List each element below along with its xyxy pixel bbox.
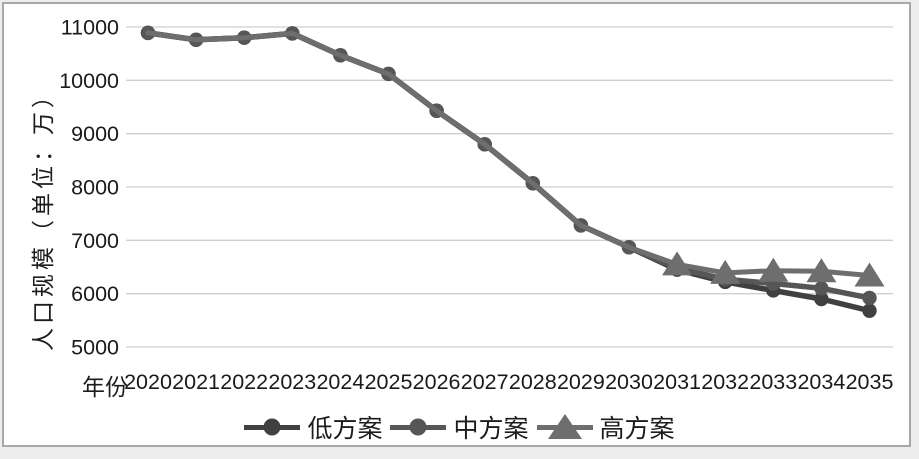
legend-label-mid: 中方案 bbox=[453, 416, 529, 443]
x-tick-label: 2022 bbox=[220, 370, 268, 394]
y-tick-label: 11000 bbox=[61, 16, 119, 40]
x-tick-label: 2027 bbox=[461, 370, 509, 394]
x-tick-label: 2035 bbox=[846, 370, 894, 394]
x-tick-label: 2033 bbox=[749, 370, 797, 394]
legend-label-low: 低方案 bbox=[307, 416, 383, 443]
legend-line-mid bbox=[390, 418, 447, 436]
x-tick-label: 2023 bbox=[268, 370, 316, 394]
y-tick-label: 6000 bbox=[71, 282, 119, 306]
x-tick-label: 2025 bbox=[365, 370, 413, 394]
x-tick-label: 2021 bbox=[172, 370, 220, 394]
x-tick-label: 2020 bbox=[124, 370, 172, 394]
x-tick-label: 2031 bbox=[653, 370, 701, 394]
series-marker-triangle-high bbox=[662, 251, 693, 276]
chart-legend: 低方案 中方案 高方案 bbox=[0, 406, 919, 448]
legend-item-mid: 中方案 bbox=[390, 409, 529, 445]
series-marker-circle-low bbox=[862, 303, 877, 318]
legend-line-high bbox=[536, 414, 593, 439]
series-line-high bbox=[145, 30, 872, 278]
legend-line-low bbox=[244, 418, 301, 436]
series-marker-triangle-high bbox=[758, 257, 789, 282]
x-tick-label: 2034 bbox=[797, 370, 845, 394]
x-tick-label: 2026 bbox=[413, 370, 461, 394]
x-tick-label: 2024 bbox=[316, 370, 364, 394]
x-axis-title: 年份 bbox=[82, 375, 128, 400]
series-marker-triangle-high bbox=[710, 259, 741, 284]
circle-marker-icon bbox=[263, 418, 281, 436]
legend-item-high: 高方案 bbox=[536, 409, 675, 445]
series-marker-circle-low bbox=[814, 291, 829, 307]
series-marker-circle-mid bbox=[862, 290, 877, 306]
legend-label-high: 高方案 bbox=[599, 416, 675, 443]
y-tick-label: 9000 bbox=[71, 122, 119, 146]
chart-frame bbox=[2, 2, 911, 447]
y-tick-label: 5000 bbox=[71, 336, 119, 360]
y-tick-label: 7000 bbox=[71, 229, 119, 253]
x-tick-label: 2029 bbox=[557, 370, 605, 394]
y-axis-title: 人口规模（单位：万） bbox=[31, 81, 56, 351]
y-tick-label: 8000 bbox=[71, 176, 119, 200]
x-tick-label: 2032 bbox=[701, 370, 749, 394]
legend-item-low: 低方案 bbox=[244, 409, 382, 445]
series-marker-triangle-high bbox=[854, 262, 885, 287]
series-marker-circle-mid bbox=[814, 281, 829, 296]
y-tick-label: 10000 bbox=[59, 69, 119, 93]
circle-marker-icon bbox=[409, 418, 427, 436]
series-marker-triangle-high bbox=[806, 258, 837, 283]
triangle-marker-icon bbox=[547, 414, 582, 439]
x-tick-label: 2028 bbox=[509, 370, 557, 394]
x-tick-label: 2030 bbox=[605, 370, 653, 394]
